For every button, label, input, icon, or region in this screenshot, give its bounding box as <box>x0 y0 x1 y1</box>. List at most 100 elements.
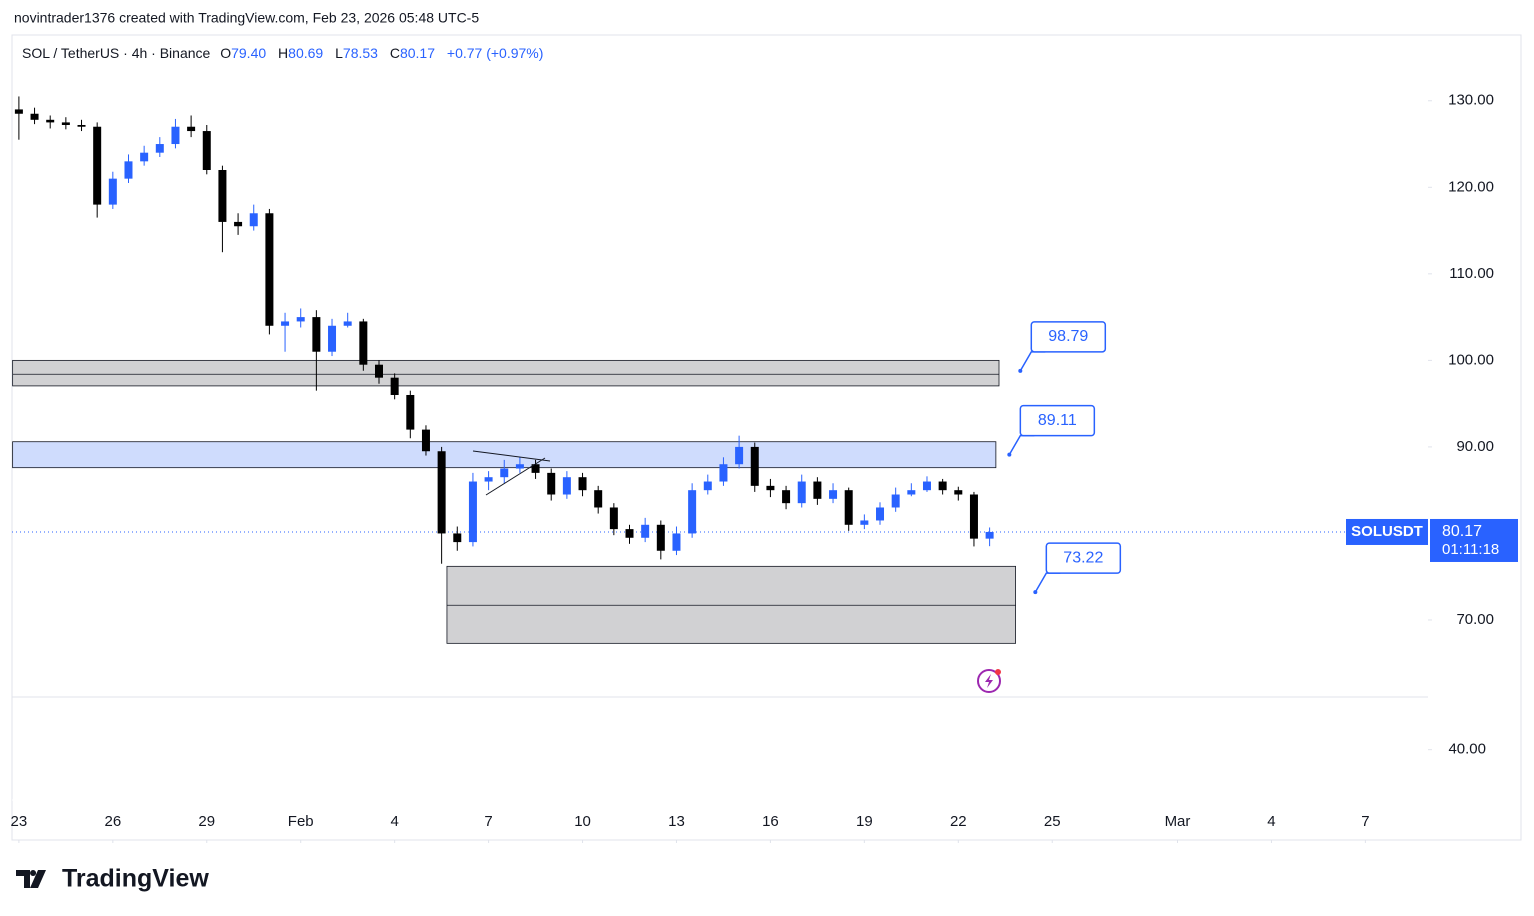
candle-body <box>907 490 916 495</box>
countdown-label: 01:11:18 <box>1442 541 1499 558</box>
candle-body <box>218 169 227 222</box>
candle-body <box>672 533 681 551</box>
candle-body <box>813 481 822 499</box>
candle-body <box>656 524 665 551</box>
x-tick-label: 22 <box>950 813 967 830</box>
candle-body <box>876 507 885 521</box>
candle-body <box>249 213 258 227</box>
callout-label: 98.79 <box>1048 328 1088 345</box>
candle-body <box>296 317 305 322</box>
candle-body <box>719 464 728 482</box>
candle-body <box>155 144 164 153</box>
candle-body <box>265 213 274 326</box>
candle-body <box>93 126 102 205</box>
ohlc-value: 80.17 <box>400 45 435 61</box>
y-tick-label: 120.00 <box>1448 178 1494 195</box>
candle-body <box>860 520 869 525</box>
ohlc-value: 80.69 <box>288 45 323 61</box>
price-tag-label: 80.17 <box>1442 523 1482 540</box>
candle-body <box>703 481 712 491</box>
callout-box <box>1030 321 1107 353</box>
x-tick-label: Feb <box>288 813 314 830</box>
callout-anchor <box>1033 590 1038 595</box>
ohlc-label: O <box>220 45 231 61</box>
candle-body <box>578 477 587 491</box>
candle-body <box>797 481 806 504</box>
y-tick-label: 110.00 <box>1449 265 1494 282</box>
candle-body <box>453 533 462 543</box>
candle-body <box>30 113 39 120</box>
y-tick-label: 70.00 <box>1456 611 1494 628</box>
zone <box>12 359 1000 387</box>
callout-label: 73.22 <box>1063 549 1103 566</box>
zone <box>446 565 1017 644</box>
candle-body <box>140 152 149 162</box>
symbol-tag-label: SOLUSDT <box>1351 523 1423 540</box>
callout-anchor <box>1018 368 1023 373</box>
symbol-header: SOL / TetherUS · 4h · Binance O79.40 H80… <box>22 45 543 61</box>
logo-icon <box>16 870 46 888</box>
candle-body <box>515 464 524 469</box>
candle-body <box>844 490 853 525</box>
candle-body <box>171 126 180 145</box>
candle-body <box>484 477 493 482</box>
alert-dot <box>995 669 1001 675</box>
candle-body <box>61 122 70 125</box>
candle-body <box>421 429 430 452</box>
candle-body <box>641 524 650 538</box>
y-tick-label: 40.00 <box>1448 741 1486 758</box>
candle-body <box>969 494 978 539</box>
candle-body <box>500 468 509 478</box>
candle-body <box>562 477 571 495</box>
plot: 98.79 89.11 73.22 <box>12 96 1346 644</box>
y-tick-label: 90.00 <box>1456 438 1494 455</box>
ohlc-label: L <box>335 45 343 61</box>
symbol-line: SOL / TetherUS · 4h · Binance <box>22 45 211 61</box>
x-tick-label: 13 <box>668 813 685 830</box>
y-tick-label: 130.00 <box>1448 92 1494 109</box>
candle-body <box>390 377 399 395</box>
ohlc-label: H <box>278 45 288 61</box>
logo-text: TradingView <box>62 865 209 893</box>
x-tick-label: 7 <box>1361 813 1369 830</box>
candle-body <box>281 321 290 326</box>
candle-body <box>782 490 791 504</box>
candle-body <box>374 364 383 378</box>
candle-body <box>766 485 775 491</box>
x-tick-label: 19 <box>856 813 873 830</box>
candle-body <box>625 529 634 538</box>
trend-line <box>472 450 551 462</box>
pattern-drawing <box>472 450 551 496</box>
symbol-tag <box>1346 518 1428 545</box>
x-tick-label: 7 <box>484 813 492 830</box>
ohlc-value: 78.53 <box>343 45 378 61</box>
candle-body <box>312 317 321 352</box>
ohlc-value: 79.40 <box>231 45 266 61</box>
candle-body <box>108 178 117 205</box>
x-tick-label: 10 <box>574 813 591 830</box>
ohlc-label: C <box>390 45 400 61</box>
callout-box <box>1045 542 1122 574</box>
candle-body <box>891 494 900 508</box>
candle-body <box>202 131 211 170</box>
candle-body <box>985 531 994 539</box>
alert-bolt <box>985 674 993 688</box>
x-tick-label: 4 <box>1267 813 1275 830</box>
candle-body <box>77 124 86 127</box>
x-tick-label: 25 <box>1044 813 1061 830</box>
candle-body <box>531 464 540 473</box>
candle-body <box>609 507 618 530</box>
candle-body <box>406 394 415 430</box>
x-tick-label: 26 <box>104 813 121 830</box>
callout-anchor <box>1007 452 1012 457</box>
x-tick-label: Mar <box>1165 813 1191 830</box>
credit: novintrader1376 created with TradingView… <box>14 10 479 26</box>
x-tick-label: 23 <box>11 813 28 830</box>
callout-box <box>1019 404 1096 437</box>
candle-body <box>938 481 947 491</box>
change: +0.77 (+0.97%) <box>447 45 544 61</box>
alert-icon <box>977 669 1001 693</box>
callout-label: 89.11 <box>1038 412 1077 429</box>
